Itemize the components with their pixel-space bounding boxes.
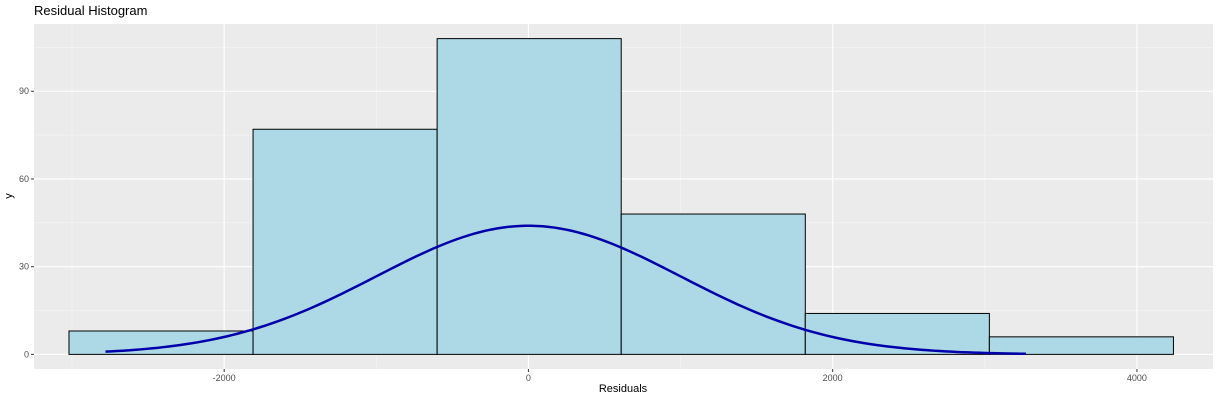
density-curve (105, 224, 1026, 356)
x-tick-label: 0 (526, 373, 531, 383)
histogram-bars (68, 38, 1174, 355)
y-axis-ticks: 0 30 60 90 (19, 86, 34, 359)
y-tick-label: 0 (24, 349, 29, 359)
chart-title: Residual Histogram (34, 3, 147, 18)
x-axis-title: Residuals (599, 383, 648, 395)
y-tick-label: 60 (19, 174, 29, 184)
histogram-bar (620, 213, 806, 355)
x-axis-ticks: -2000 0 2000 4000 (213, 369, 1147, 383)
x-tick-label: -2000 (213, 373, 236, 383)
histogram-bar (68, 330, 254, 355)
y-axis-title: y (3, 193, 15, 199)
histogram-bar (988, 336, 1174, 355)
x-tick-label: 4000 (1127, 373, 1147, 383)
histogram-bar (252, 128, 438, 355)
histogram-bar (436, 38, 622, 355)
x-tick-label: 2000 (823, 373, 843, 383)
y-tick-label: 90 (19, 86, 29, 96)
y-tick-label: 30 (19, 262, 29, 272)
